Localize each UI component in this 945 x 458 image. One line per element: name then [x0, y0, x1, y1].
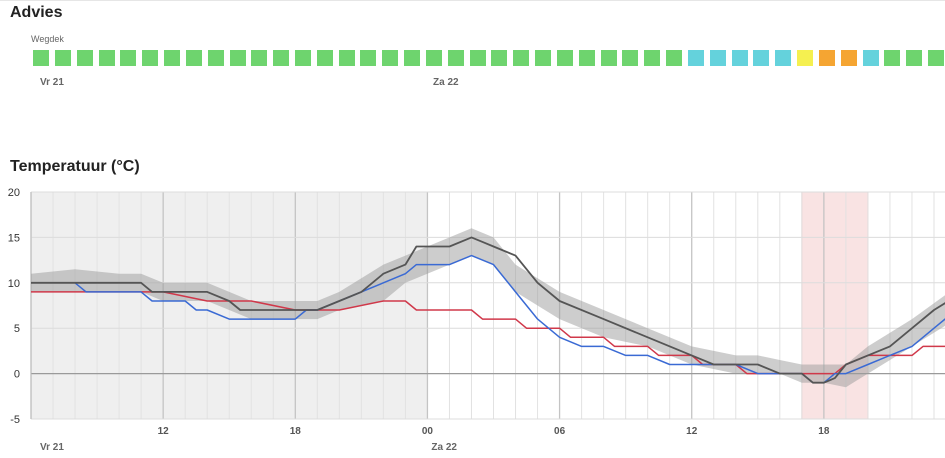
y-tick-label: 10: [8, 278, 20, 290]
wegdek-square: [666, 50, 683, 66]
advies-title: Advies: [10, 4, 63, 21]
wegdek-square: [425, 50, 442, 66]
wegdek-label: Wegdek: [31, 34, 64, 44]
wegdek-square: [818, 50, 835, 66]
wegdek-square: [731, 50, 748, 66]
temperature-chart-title: Temperatuur (°C): [10, 158, 140, 175]
wegdek-square: [447, 50, 464, 66]
x-tick-label: 12: [158, 426, 170, 437]
uncertainty-band: [31, 228, 945, 388]
wegdek-square: [338, 50, 355, 66]
wegdek-square: [142, 50, 159, 66]
wegdek-square: [535, 50, 552, 66]
wegdek-square: [622, 50, 639, 66]
wegdek-square: [360, 50, 377, 66]
wegdek-square: [709, 50, 726, 66]
highlight-region: [801, 192, 868, 419]
wegdek-square: [469, 50, 486, 66]
wegdek-square: [382, 50, 399, 66]
y-tick-label: 20: [8, 187, 20, 199]
x-day-label: Za 22: [431, 442, 457, 453]
wegdek-square: [687, 50, 704, 66]
wegdek-square: [207, 50, 224, 66]
top-divider: [0, 0, 945, 1]
series-line-0: [31, 236, 945, 384]
wegdek-square: [578, 50, 595, 66]
y-tick-label: 5: [14, 323, 20, 335]
wegdek-square: [862, 50, 879, 66]
wegdek-square: [491, 50, 508, 66]
wegdek-square: [54, 50, 71, 66]
wegdek-square: [840, 50, 857, 66]
wegdek-square: [185, 50, 202, 66]
wegdek-square: [556, 50, 573, 66]
wegdek-square: [884, 50, 901, 66]
temperature-chart: -5 0 5 10 15 20 12 18 00 06 12 18 Vr 21 Za 22: [8, 187, 945, 453]
y-tick-label: 15: [8, 232, 20, 244]
wegdek-square: [775, 50, 792, 66]
advies-day-label-vr21: Vr 21: [40, 77, 64, 88]
wegdek-square: [600, 50, 617, 66]
wegdek-square: [753, 50, 770, 66]
wegdek-square: [273, 50, 290, 66]
wegdek-square: [316, 50, 333, 66]
x-tick-label: 06: [554, 426, 566, 437]
wegdek-square: [906, 50, 923, 66]
wegdek-square: [513, 50, 530, 66]
wegdek-square: [120, 50, 137, 66]
wegdek-square: [164, 50, 180, 66]
wegdek-square: [33, 50, 49, 66]
wegdek-square: [98, 50, 115, 66]
wegdek-square: [295, 50, 311, 66]
wegdek-square: [229, 50, 246, 66]
x-tick-label: 18: [818, 426, 830, 437]
y-tick-label: -5: [10, 414, 20, 426]
wegdek-square: [644, 50, 661, 66]
wegdek-square: [76, 50, 93, 66]
x-tick-label: 00: [422, 426, 434, 437]
wegdek-square: [404, 50, 421, 66]
x-tick-label: 18: [290, 426, 302, 437]
wegdek-square: [251, 50, 268, 66]
x-tick-label: 12: [686, 426, 698, 437]
series-line-2: [31, 291, 945, 375]
wegdek-square: [928, 50, 944, 66]
y-tick-label: 0: [14, 369, 20, 381]
advies-day-label-za22: Za 22: [433, 77, 459, 88]
x-day-label: Vr 21: [40, 442, 64, 453]
wegdek-square: [797, 50, 813, 66]
